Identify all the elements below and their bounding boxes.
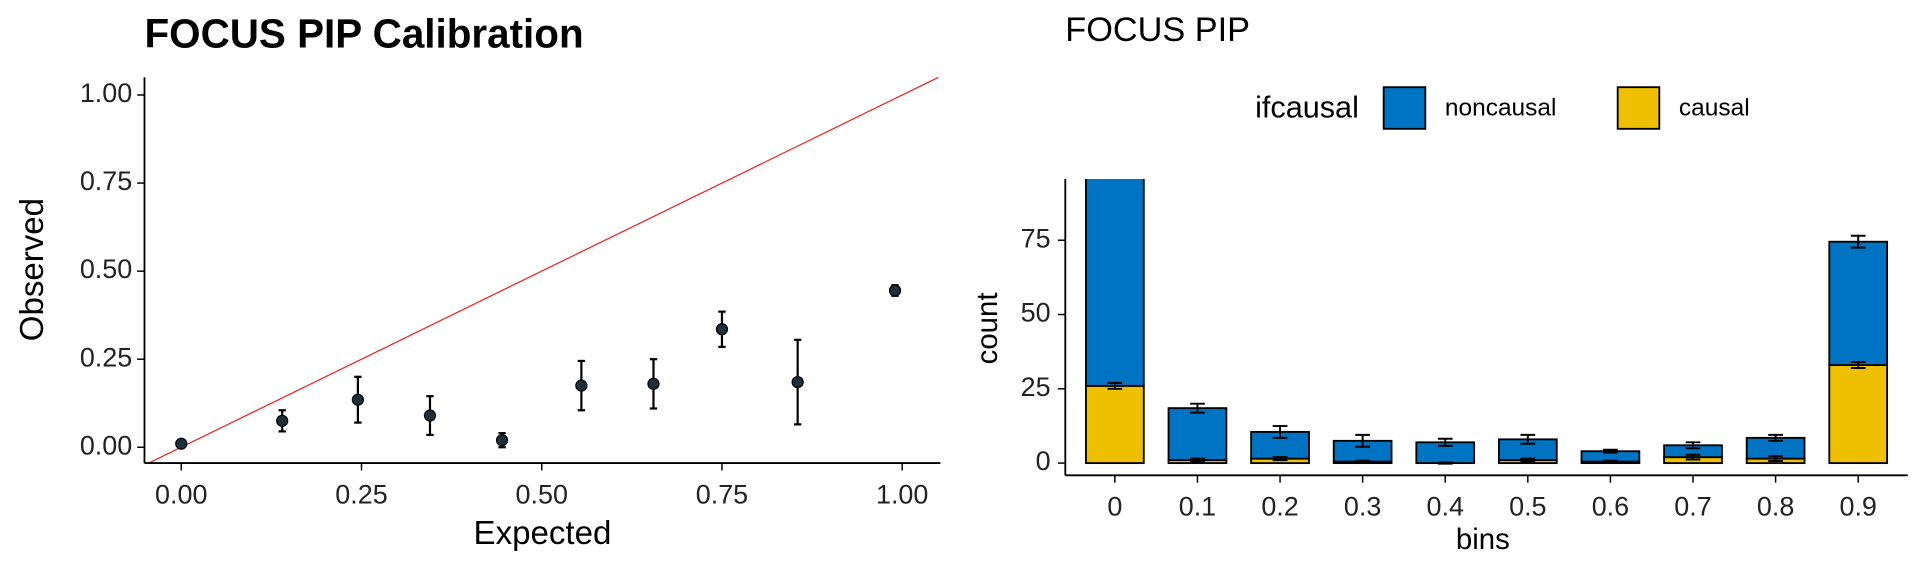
error-bar [1437,461,1453,465]
error-bar [1520,457,1536,463]
point [495,434,509,447]
y-tick-label: 25 [1021,372,1051,402]
y-axis-title: count [971,292,1004,364]
point [575,379,588,392]
x-axis-title: bins [1456,523,1510,556]
legend-label: noncausal [1445,95,1557,122]
error-bar [1107,381,1123,390]
x-tick-label: 0.7 [1674,492,1711,522]
bar-segment [1085,179,1145,387]
x-tick-label: 0.25 [335,479,387,509]
legend-label: causal [1679,95,1750,122]
x-tick-label: 0.00 [155,479,207,509]
x-tick-label: 0.2 [1261,492,1298,522]
error-bar [1272,456,1288,462]
x-tick-label: 0.3 [1344,492,1381,522]
point [715,323,729,336]
y-tick-label: 0.25 [80,342,132,372]
y-tick-label: 0.50 [80,254,132,284]
error-bar [1520,433,1536,445]
error-bar [1190,402,1205,414]
point [175,437,188,450]
error-bar [1850,234,1866,249]
error-bar [1355,459,1370,464]
legend-swatch [1616,86,1661,130]
x-tick-label: 0 [1107,492,1122,522]
y-axis-title: Observed [14,198,51,341]
point [423,409,437,422]
point [276,414,289,427]
reference-line [148,76,939,464]
x-tick-label: 0.5 [1509,492,1546,522]
error-bar [1768,455,1783,463]
error-bar [1685,441,1701,450]
plot-area [1085,179,1889,465]
legend-title: ifcausal [1255,90,1359,124]
error-bar [1768,433,1783,442]
error-bar [1685,453,1701,461]
bar-segment [1085,384,1145,465]
legend-swatch [1382,86,1427,130]
point [791,375,804,389]
bar-segment [1828,240,1889,366]
point [351,393,365,406]
error-bar [1850,361,1866,369]
x-tick-label: 0.50 [516,479,568,509]
y-tick-label: 50 [1021,298,1051,328]
chart-title: FOCUS PIP [1065,11,1250,49]
error-bar [1603,459,1618,464]
x-tick-label: 0.75 [696,479,748,509]
error-bar [1603,448,1618,454]
point [888,284,902,297]
x-tick-label: 0.6 [1592,492,1629,522]
error-bar [1190,457,1205,463]
bar-segment [1167,407,1228,462]
y-tick-label: 0.00 [80,430,132,460]
x-axis-title: Expected [474,515,612,552]
x-tick-label: 0.4 [1427,492,1464,522]
error-bar [1272,424,1288,439]
y-tick-label: 75 [1021,223,1051,253]
point [647,377,660,390]
error-bar [1437,437,1453,447]
chart-title: FOCUS PIP Calibration [144,11,583,57]
y-tick-label: 0 [1036,446,1051,476]
x-tick-label: 0.8 [1757,492,1794,522]
y-tick-label: 0.75 [80,166,132,196]
y-tick-label: 1.00 [80,78,132,108]
x-tick-label: 1.00 [876,479,928,509]
x-tick-label: 0.1 [1179,492,1216,522]
x-tick-label: 0.9 [1839,492,1876,522]
error-bar [1355,433,1370,448]
bar-segment [1828,364,1889,465]
